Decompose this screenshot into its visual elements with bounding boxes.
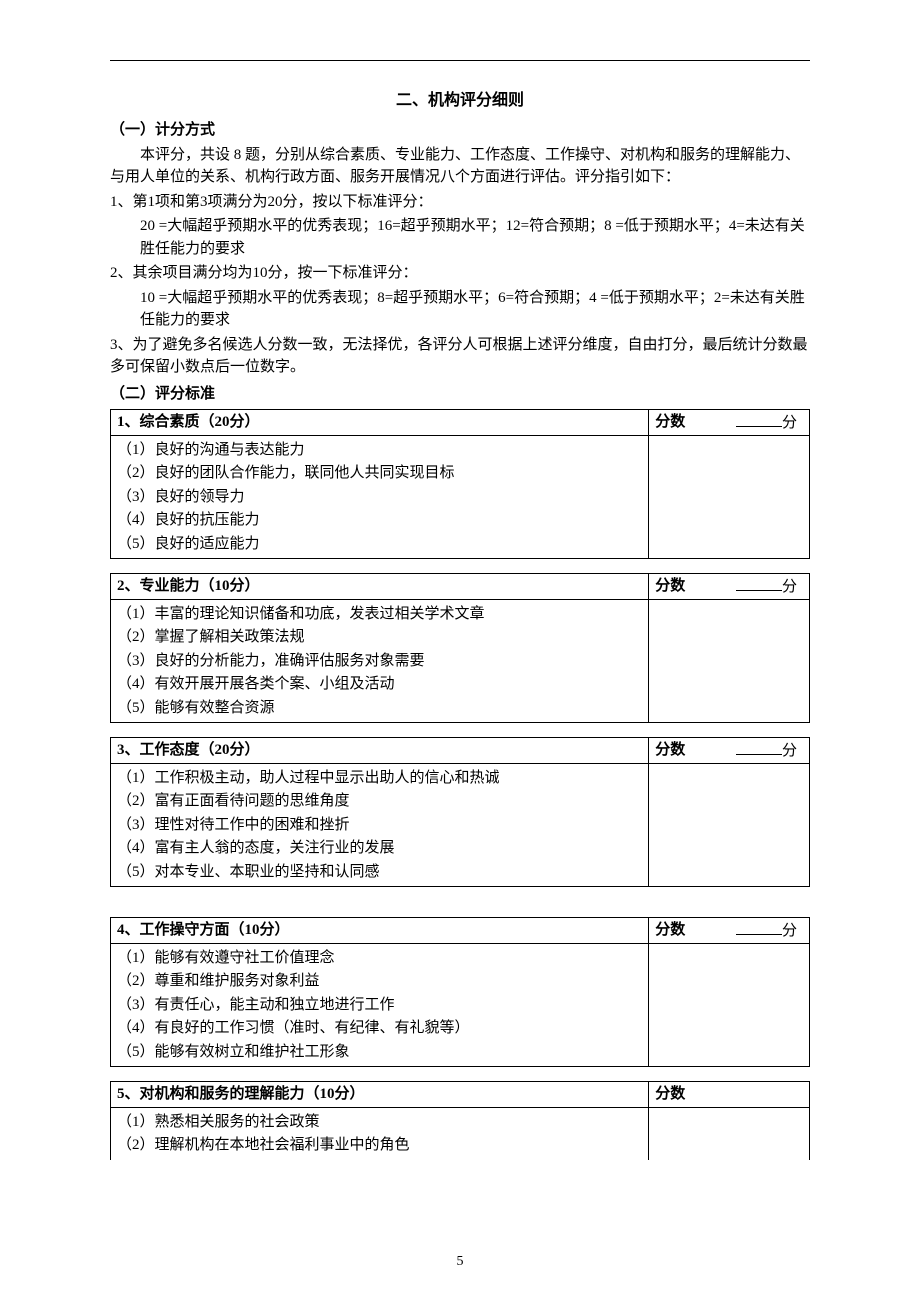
rule-2-detail: 10 =大幅超乎预期水平的优秀表现；8=超乎预期水平；6=符合预期；4 =低于预… <box>140 287 810 332</box>
table-header: 1、综合素质（20分） <box>111 410 649 436</box>
score-cell: 分 <box>649 435 810 559</box>
rule-1-lead: 1、第1项和第3项满分为20分，按以下标准评分： <box>110 191 810 214</box>
criteria-item: （1）良好的沟通与表达能力 <box>117 439 642 462</box>
score-unit: 分 <box>782 579 797 595</box>
criteria-item: （5）能够有效整合资源 <box>117 697 642 720</box>
criteria-item: （3）良好的分析能力，准确评估服务对象需要 <box>117 650 642 673</box>
criteria-item: （3）有责任心，能主动和独立地进行工作 <box>117 994 642 1017</box>
table-header: 4、工作操守方面（10分） <box>111 918 649 944</box>
score-cell: 分 <box>649 763 810 887</box>
table-header: 5、对机构和服务的理解能力（10分） <box>111 1082 649 1108</box>
score-unit: 分 <box>782 415 797 431</box>
rule-1-detail: 20 =大幅超乎预期水平的优秀表现；16=超乎预期水平；12=符合预期；8 =低… <box>140 215 810 260</box>
criteria-cell: （1）能够有效遵守社工价值理念 （2）尊重和维护服务对象利益 （3）有责任心，能… <box>111 943 649 1067</box>
criteria-item: （3）理性对待工作中的困难和挫折 <box>117 814 642 837</box>
criteria-item: （5）能够有效树立和维护社工形象 <box>117 1041 642 1064</box>
criteria-item: （2）富有正面看待问题的思维角度 <box>117 790 642 813</box>
criteria-item: （4）有效开展开展各类个案、小组及活动 <box>117 673 642 696</box>
table-header: 3、工作态度（20分） <box>111 738 649 764</box>
criteria-cell: （1）良好的沟通与表达能力 （2）良好的团队合作能力，联同他人共同实现目标 （3… <box>111 435 649 559</box>
score-blank[interactable] <box>736 919 782 935</box>
score-column-header: 分数 <box>649 1082 810 1108</box>
criteria-item: （4）富有主人翁的态度，关注行业的发展 <box>117 837 642 860</box>
page: 二、机构评分细则 （一）计分方式 本评分，共设 8 题，分别从综合素质、专业能力… <box>0 0 920 1302</box>
score-table-3: 3、工作态度（20分） 分数 （1）工作积极主动，助人过程中显示出助人的信心和热… <box>110 737 810 887</box>
criteria-item: （1）工作积极主动，助人过程中显示出助人的信心和热诚 <box>117 767 642 790</box>
score-blank[interactable] <box>736 575 782 591</box>
score-table-1: 1、综合素质（20分） 分数 （1）良好的沟通与表达能力 （2）良好的团队合作能… <box>110 409 810 559</box>
score-unit: 分 <box>782 923 797 939</box>
criteria-cell: （1）熟悉相关服务的社会政策 （2）理解机构在本地社会福利事业中的角色 <box>111 1107 649 1160</box>
criteria-cell: （1）工作积极主动，助人过程中显示出助人的信心和热诚 （2）富有正面看待问题的思… <box>111 763 649 887</box>
criteria-cell: （1）丰富的理论知识储备和功底，发表过相关学术文章 （2）掌握了解相关政策法规 … <box>111 599 649 723</box>
criteria-item: （1）能够有效遵守社工价值理念 <box>117 947 642 970</box>
score-unit: 分 <box>782 743 797 759</box>
criteria-item: （5）对本专业、本职业的坚持和认同感 <box>117 861 642 884</box>
score-cell: 分 <box>649 599 810 723</box>
score-cell: 分 <box>649 943 810 1067</box>
criteria-item: （1）熟悉相关服务的社会政策 <box>117 1111 642 1134</box>
intro-paragraph: 本评分，共设 8 题，分别从综合素质、专业能力、工作态度、工作操守、对机构和服务… <box>110 144 810 189</box>
section-2-heading: （二）评分标准 <box>110 383 810 406</box>
criteria-item: （2）良好的团队合作能力，联同他人共同实现目标 <box>117 462 642 485</box>
rule-2-lead: 2、其余项目满分均为10分，按一下标准评分： <box>110 262 810 285</box>
criteria-item: （5）良好的适应能力 <box>117 533 642 556</box>
criteria-item: （4）良好的抗压能力 <box>117 509 642 532</box>
section-1-heading: （一）计分方式 <box>110 119 810 142</box>
score-table-2: 2、专业能力（10分） 分数 （1）丰富的理论知识储备和功底，发表过相关学术文章… <box>110 573 810 723</box>
document-title: 二、机构评分细则 <box>110 89 810 113</box>
criteria-item: （2）尊重和维护服务对象利益 <box>117 970 642 993</box>
score-table-5: 5、对机构和服务的理解能力（10分） 分数 （1）熟悉相关服务的社会政策 （2）… <box>110 1081 810 1160</box>
page-number: 5 <box>0 1251 920 1272</box>
score-blank[interactable] <box>736 411 782 427</box>
criteria-item: （2）掌握了解相关政策法规 <box>117 626 642 649</box>
score-blank[interactable] <box>736 739 782 755</box>
score-table-4: 4、工作操守方面（10分） 分数 （1）能够有效遵守社工价值理念 （2）尊重和维… <box>110 917 810 1067</box>
rule-3: 3、为了避免多名候选人分数一致，无法择优，各评分人可根据上述评分维度，自由打分，… <box>110 334 810 379</box>
criteria-item: （3）良好的领导力 <box>117 486 642 509</box>
spacer <box>110 901 810 913</box>
score-cell <box>649 1107 810 1160</box>
criteria-item: （2）理解机构在本地社会福利事业中的角色 <box>117 1134 642 1157</box>
table-header: 2、专业能力（10分） <box>111 574 649 600</box>
header-rule <box>110 60 810 61</box>
criteria-item: （4）有良好的工作习惯（准时、有纪律、有礼貌等） <box>117 1017 642 1040</box>
criteria-item: （1）丰富的理论知识储备和功底，发表过相关学术文章 <box>117 603 642 626</box>
